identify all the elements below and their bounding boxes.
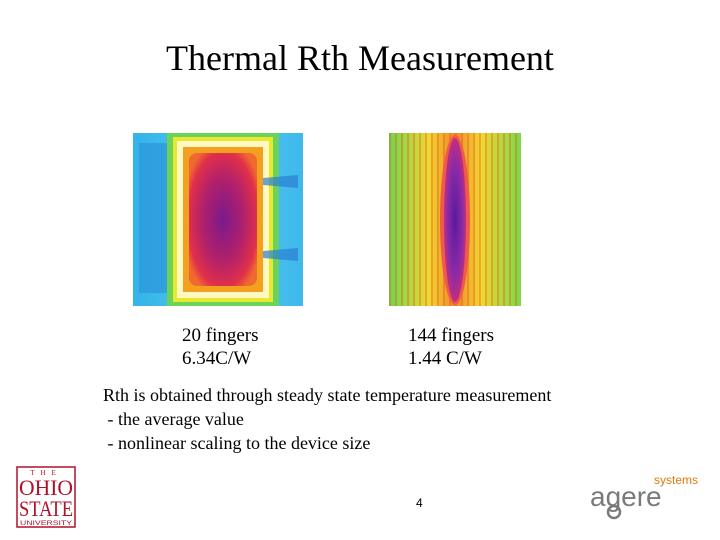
figure-caption: 1.44 C/W xyxy=(408,348,482,369)
page-number: 4 xyxy=(416,496,423,510)
figure-caption: 20 fingers xyxy=(182,325,259,346)
body-text: - the average value xyxy=(103,409,244,429)
figure-caption: 6.34C/W xyxy=(182,348,252,369)
logo-text: UNIVERSITY xyxy=(20,521,72,527)
figure-caption: 144 fingers xyxy=(408,325,495,346)
body-text: Rth is obtained through steady state tem… xyxy=(103,385,552,405)
slide-title: Thermal Rth Measurement xyxy=(166,38,554,78)
logo-text: OHIO xyxy=(19,475,73,500)
logo-text: systems xyxy=(654,473,698,487)
logo-mark xyxy=(606,504,622,520)
logo-text: STATE xyxy=(19,496,73,521)
body-text: - nonlinear scaling to the device size xyxy=(103,433,371,453)
company-logo: agere systems xyxy=(590,473,698,520)
logo-text: THE xyxy=(30,469,62,477)
university-logo: THE OHIO STATE UNIVERSITY xyxy=(16,466,76,528)
logo-frame xyxy=(16,466,76,528)
logo-text: agere xyxy=(590,481,662,512)
thermal-image-20-fingers xyxy=(133,133,303,306)
thermal-image-144-fingers xyxy=(389,133,521,306)
